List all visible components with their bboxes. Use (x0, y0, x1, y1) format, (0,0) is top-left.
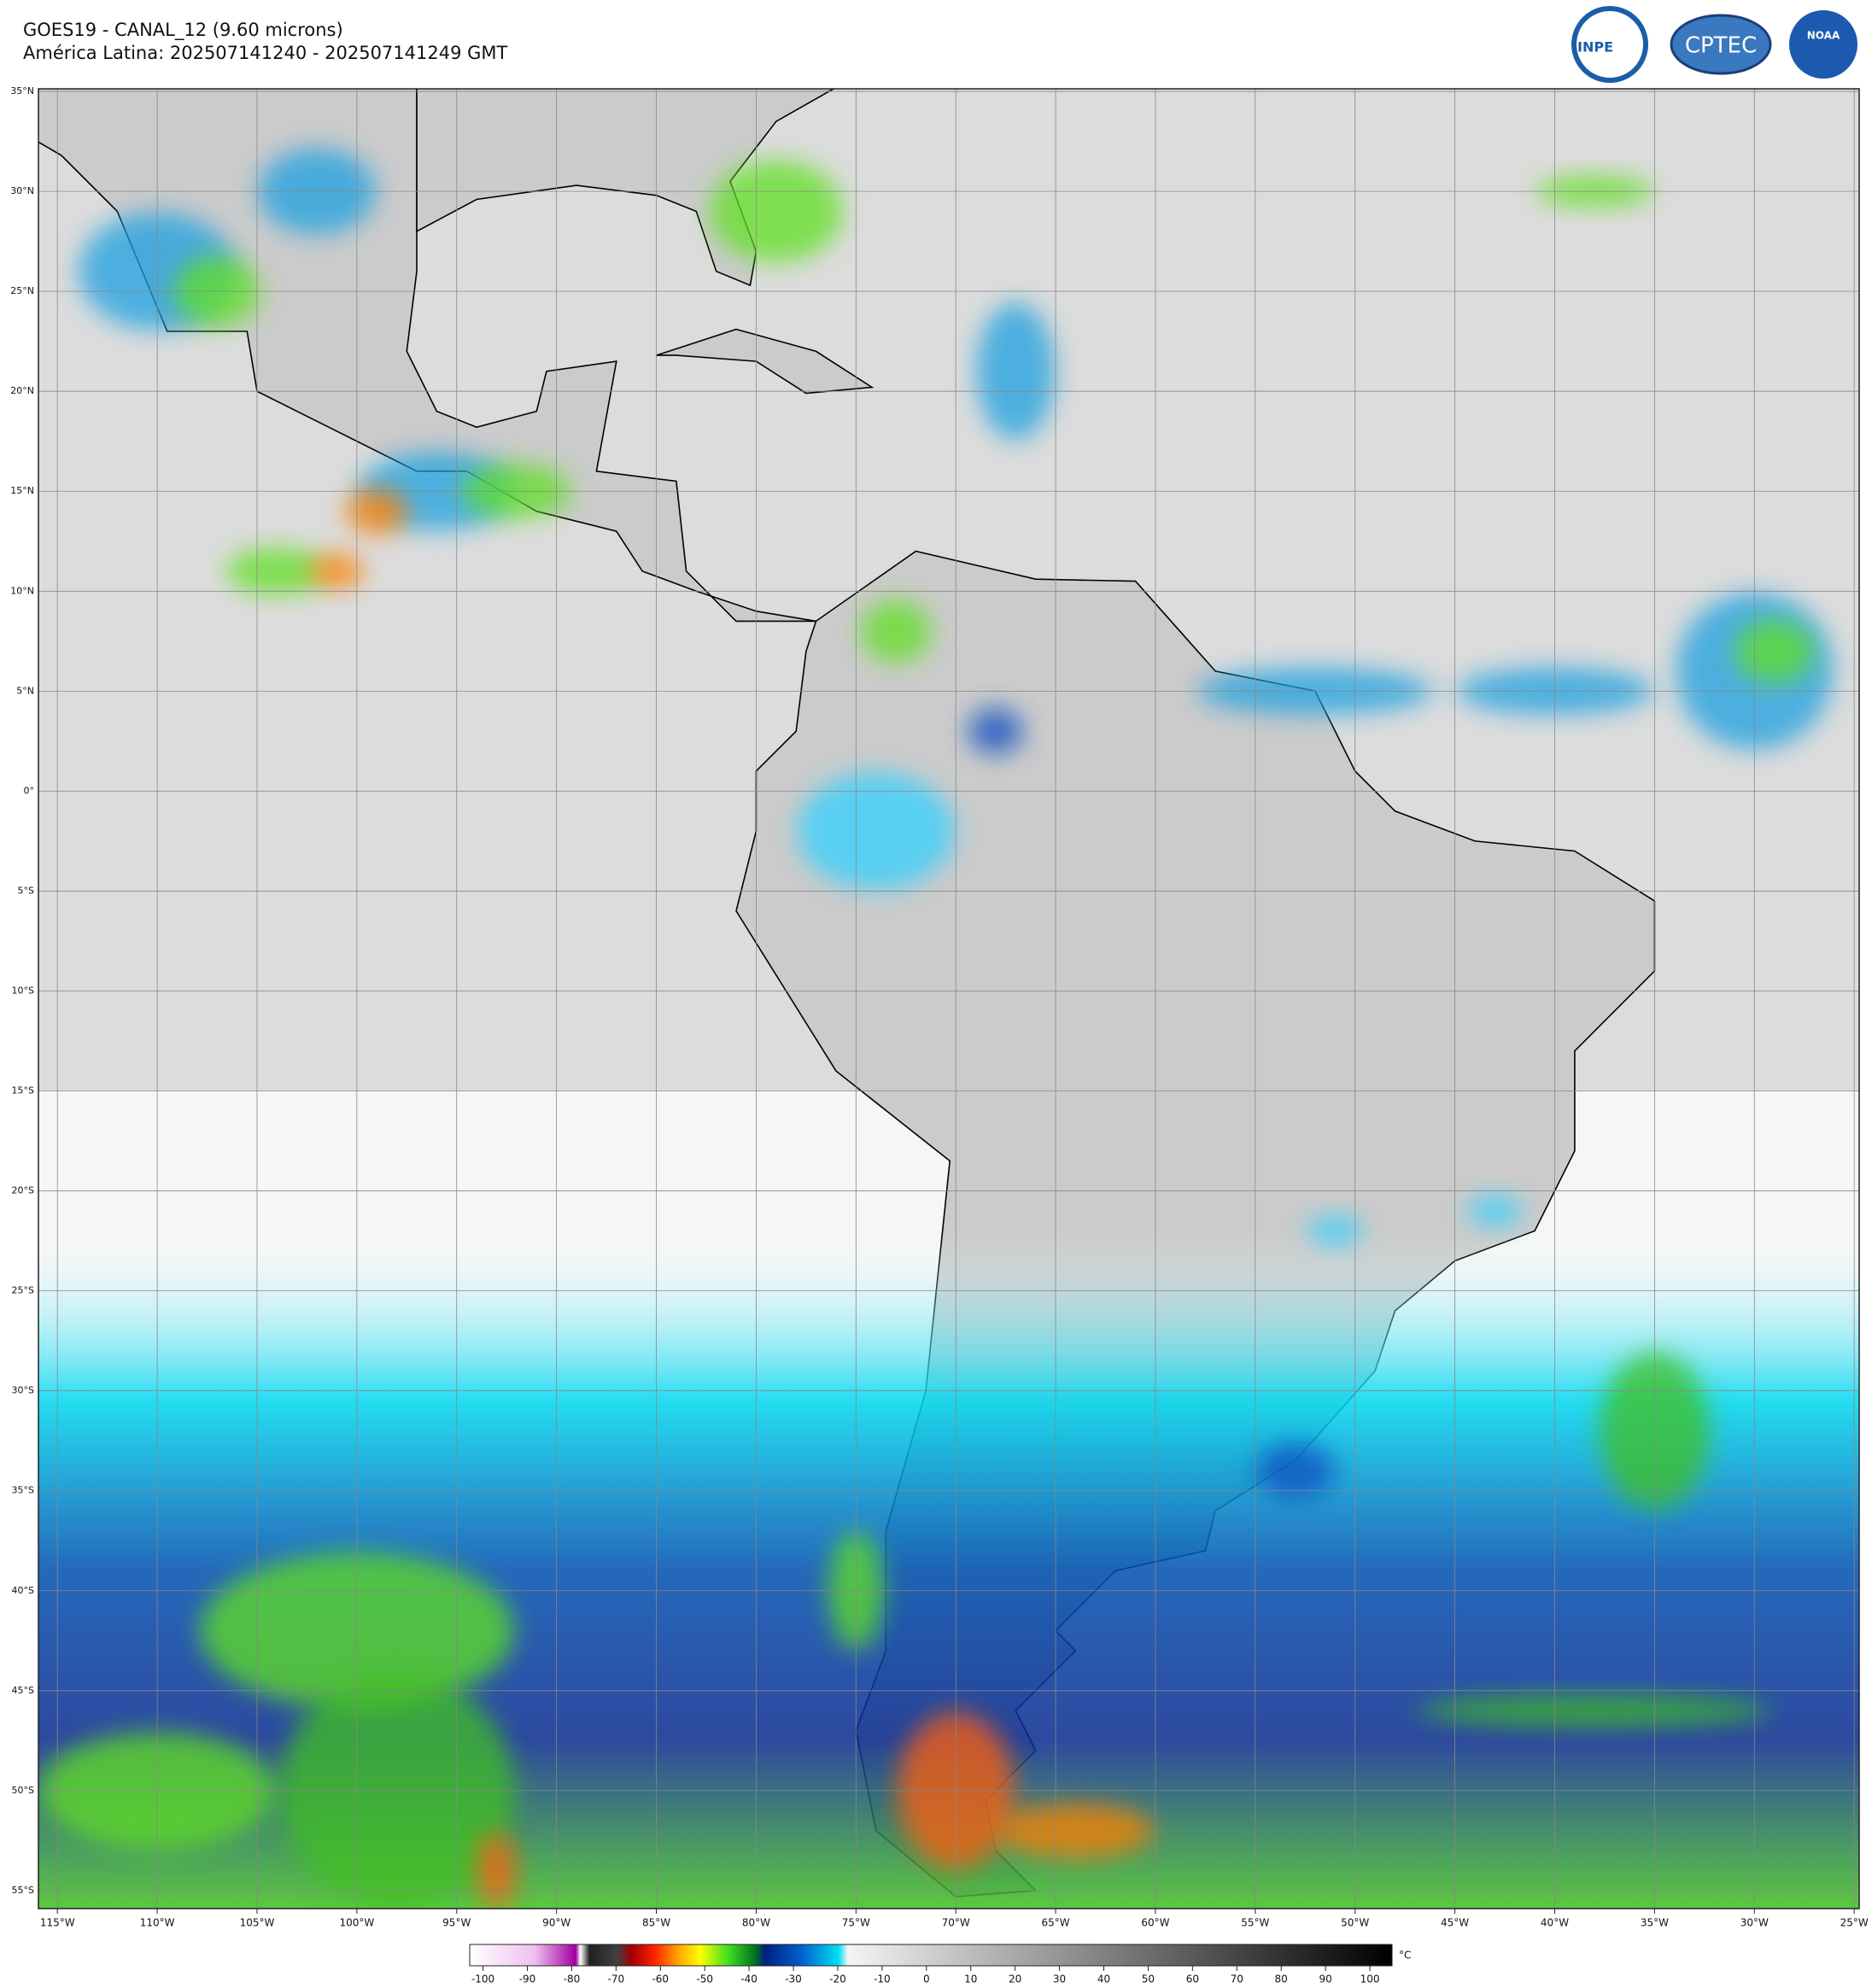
subtitle: América Latina: 202507141240 - 202507141… (23, 43, 508, 63)
colorbar-label: -100 (471, 1973, 494, 1985)
lat-label: 25°N (10, 285, 34, 296)
lon-label: 45°W (1441, 1917, 1469, 1929)
colorbar (469, 1944, 1393, 1967)
colorbar-label: -40 (740, 1973, 758, 1985)
colorbar-label: 70 (1231, 1973, 1243, 1985)
cloud (997, 1803, 1155, 1858)
cloud (1255, 1443, 1335, 1499)
colorbar-label: -20 (829, 1973, 846, 1985)
lat-label: 10°N (10, 585, 34, 596)
lat-label: 35°N (10, 85, 34, 96)
cptec-text: CPTEC (1685, 33, 1757, 59)
lon-label: 90°W (542, 1917, 570, 1929)
colorbar-label: 100 (1360, 1973, 1380, 1985)
cloud (1418, 1694, 1772, 1727)
lat-label: 45°S (12, 1685, 34, 1696)
cloud (709, 160, 843, 263)
lat-label: 25°S (12, 1285, 34, 1296)
lon-label: 110°W (140, 1917, 175, 1929)
cloud (477, 1831, 517, 1909)
lon-label: 55°W (1241, 1917, 1269, 1929)
lon-label: 80°W (742, 1917, 770, 1929)
colorbar-label: 50 (1142, 1973, 1155, 1985)
colorbar-label: -10 (874, 1973, 891, 1985)
cloud (345, 488, 409, 535)
colorbar-label: 10 (964, 1973, 977, 1985)
lon-label: 40°W (1541, 1917, 1569, 1929)
cloud (1467, 1195, 1523, 1227)
lon-label: 100°W (339, 1917, 374, 1929)
cloud (225, 547, 329, 595)
lon-label: 30°W (1740, 1917, 1769, 1929)
lon-label: 65°W (1041, 1917, 1069, 1929)
cloud (968, 707, 1024, 755)
colorbar-label: 60 (1186, 1973, 1199, 1985)
colorbar-label: 80 (1275, 1973, 1288, 1985)
colorbar-label: -50 (696, 1973, 713, 1985)
lat-label: 40°S (12, 1585, 34, 1596)
lat-label: 5°N (16, 685, 34, 696)
lon-label: 60°W (1141, 1917, 1169, 1929)
lat-label: 15°S (12, 1085, 34, 1096)
colorbar-label: -90 (519, 1973, 536, 1985)
lon-label: 75°W (842, 1917, 870, 1929)
cptec-logo (1670, 14, 1772, 75)
cloud (1307, 1215, 1363, 1247)
colorbar-label: 90 (1319, 1973, 1331, 1985)
title: GOES19 - CANAL_12 (9.60 microns) (23, 20, 343, 41)
lat-label: 30°N (10, 185, 34, 196)
lat-label: 20°N (10, 385, 34, 396)
land (38, 89, 816, 623)
lat-label: 15°N (10, 485, 34, 496)
lat-label: 20°S (12, 1185, 34, 1196)
colorbar-label: -30 (785, 1973, 802, 1985)
lat-label: 0° (24, 785, 35, 796)
land (656, 328, 875, 395)
inpe-text: INPE (1577, 39, 1613, 56)
colorbar-label: -80 (564, 1973, 581, 1985)
lon-label: 85°W (642, 1917, 670, 1929)
lon-label: 35°W (1641, 1917, 1669, 1929)
lat-label: 30°S (12, 1385, 34, 1396)
lat-label: 35°S (12, 1485, 34, 1496)
noaa-logo (1786, 7, 1861, 82)
lon-label: 95°W (442, 1917, 471, 1929)
lat-label: 5°S (18, 885, 34, 896)
cloud (976, 302, 1056, 441)
map-frame (38, 88, 1860, 1909)
lon-label: 25°W (1840, 1917, 1869, 1929)
noaa-text: NOAA (1807, 30, 1840, 42)
colorbar-unit: °C (1399, 1950, 1411, 1962)
colorbar-label: -70 (608, 1973, 625, 1985)
lon-label: 70°W (942, 1917, 970, 1929)
lon-label: 105°W (240, 1917, 275, 1929)
lat-label: 55°S (12, 1885, 34, 1896)
lat-label: 50°S (12, 1785, 34, 1796)
map (38, 89, 1859, 1909)
cloud (797, 772, 955, 891)
cloud (860, 599, 932, 663)
inpe-logo (1571, 6, 1648, 83)
lon-label: 115°W (40, 1917, 75, 1929)
colorbar-label: 20 (1009, 1973, 1021, 1985)
cloud (1735, 619, 1814, 683)
logos: INPE CPTEC NOAA (1571, 6, 1861, 83)
lat-label: 10°S (12, 985, 34, 996)
colorbar-label: -60 (652, 1973, 669, 1985)
colorbar-label: 40 (1097, 1973, 1110, 1985)
cloud (309, 553, 365, 589)
lon-label: 50°W (1341, 1917, 1369, 1929)
colorbar-label: 0 (923, 1973, 930, 1985)
colorbar-label: 30 (1053, 1973, 1066, 1985)
